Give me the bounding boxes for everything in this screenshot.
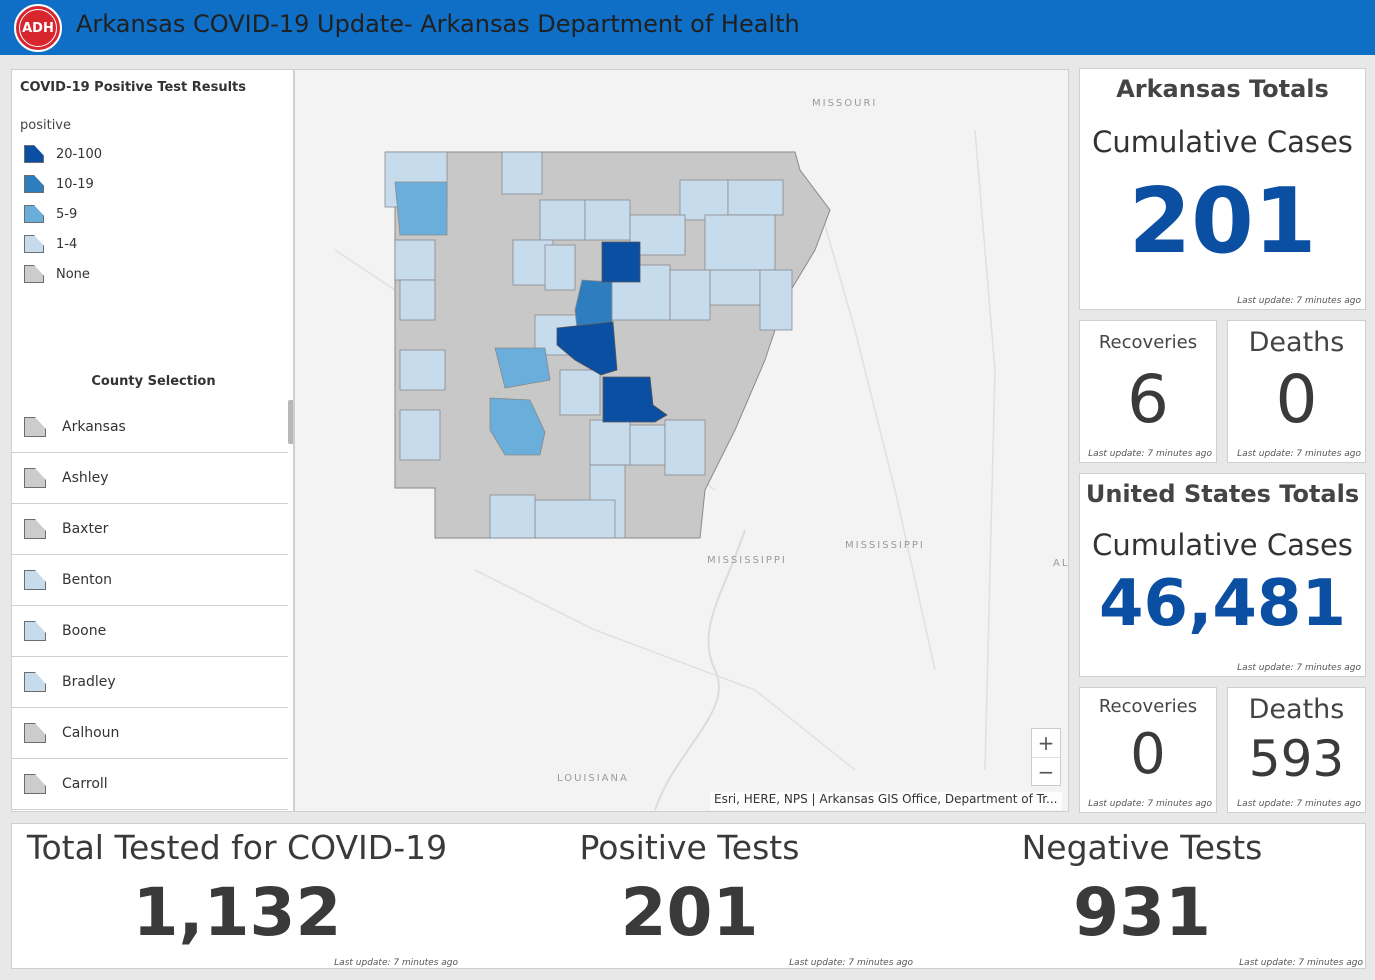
map-attribution: Esri, HERE, NPS | Arkansas GIS Office, D… xyxy=(710,792,1062,810)
legend-swatch-icon xyxy=(24,175,44,193)
county-item[interactable]: Carroll xyxy=(12,759,288,810)
county-item[interactable]: Benton xyxy=(12,555,288,606)
arkansas-cumulative-value: 201 xyxy=(1128,169,1317,274)
zoom-out-button[interactable]: − xyxy=(1032,757,1060,785)
map-label-al: AL xyxy=(1053,558,1069,569)
us-recoveries-card: Recoveries 0 Last update: 7 minutes ago xyxy=(1079,687,1217,813)
us-cumulative-value: 46,481 xyxy=(1099,567,1346,641)
legend-item-label: 20-100 xyxy=(56,146,103,162)
arkansas-deaths-label: Deaths xyxy=(1248,327,1345,358)
county-swatch-icon xyxy=(24,519,46,539)
county-name: Baxter xyxy=(62,521,109,537)
us-deaths-label: Deaths xyxy=(1248,694,1345,725)
legend-item-label: 10-19 xyxy=(56,176,94,192)
arkansas-totals-heading: Arkansas Totals xyxy=(1116,75,1329,103)
negative-tests-updated: Last update: 7 minutes ago xyxy=(1239,958,1363,968)
county-map[interactable]: MISSOURI MISSISSIPPI MISSISSIPPI LOUISIA… xyxy=(294,69,1069,812)
us-recoveries-value: 0 xyxy=(1130,722,1166,787)
legend-item: 5-9 xyxy=(24,203,77,225)
county-list: Arkansas Ashley Baxter Benton Boone Brad… xyxy=(12,402,288,810)
legend-swatch-icon xyxy=(24,145,44,163)
county-item[interactable]: Arkansas xyxy=(12,402,288,453)
legend-item: None xyxy=(24,263,90,285)
map-label-mississippi-state: MISSISSIPPI xyxy=(845,540,925,551)
arkansas-totals-card: Arkansas Totals Cumulative Cases 201 Las… xyxy=(1079,68,1366,310)
county-name: Benton xyxy=(62,572,113,588)
us-recoveries-label: Recoveries xyxy=(1098,696,1198,717)
header-bar: ADH Arkansas COVID-19 Update- Arkansas D… xyxy=(0,0,1375,55)
arkansas-recoveries-updated: Last update: 7 minutes ago xyxy=(1088,449,1212,459)
map-basemap xyxy=(334,129,996,811)
county-swatch-icon xyxy=(24,570,46,590)
us-totals-card: United States Totals Cumulative Cases 46… xyxy=(1079,473,1366,677)
arkansas-recoveries-label: Recoveries xyxy=(1098,332,1198,353)
negative-tests-widget: Negative Tests 931 Last update: 7 minute… xyxy=(917,824,1367,970)
us-cumulative-updated: Last update: 7 minutes ago xyxy=(1237,663,1361,673)
map-label-louisiana: LOUISIANA xyxy=(557,773,629,784)
positive-tests-updated: Last update: 7 minutes ago xyxy=(789,958,913,968)
legend-item-label: 1-4 xyxy=(56,236,78,252)
county-swatch-icon xyxy=(24,621,46,641)
legend-item: 1-4 xyxy=(24,233,77,255)
legend-swatch-icon xyxy=(24,205,44,223)
arkansas-deaths-value: 0 xyxy=(1275,361,1318,438)
total-tested-widget: Total Tested for COVID-19 1,132 Last upd… xyxy=(12,824,462,970)
logo-emblem: ADH xyxy=(19,9,57,47)
county-item[interactable]: Boone xyxy=(12,606,288,657)
legend-swatch-icon xyxy=(24,235,44,253)
county-selection-title: County Selection xyxy=(91,374,216,389)
arkansas-recoveries-card: Recoveries 6 Last update: 7 minutes ago xyxy=(1079,320,1217,463)
map-label-mississippi-river: MISSISSIPPI xyxy=(707,555,787,566)
county-swatch-icon xyxy=(24,468,46,488)
us-deaths-value: 593 xyxy=(1248,730,1345,788)
county-item[interactable]: Calhoun xyxy=(12,708,288,759)
county-swatch-icon xyxy=(24,723,46,743)
legend-panel: COVID-19 Positive Test Results positive … xyxy=(11,69,294,812)
county-name: Boone xyxy=(62,623,107,639)
legend-item-label: None xyxy=(56,266,90,282)
us-cumulative-caption: Cumulative Cases xyxy=(1092,528,1353,562)
us-deaths-card: Deaths 593 Last update: 7 minutes ago xyxy=(1227,687,1366,813)
positive-tests-value: 201 xyxy=(620,874,759,951)
tests-summary-panel: Total Tested for COVID-19 1,132 Last upd… xyxy=(11,823,1366,969)
county-item[interactable]: Ashley xyxy=(12,453,288,504)
county-name: Calhoun xyxy=(62,725,120,741)
county-list-scrollbar[interactable] xyxy=(288,400,293,444)
total-tested-updated: Last update: 7 minutes ago xyxy=(334,958,458,968)
legend-title: COVID-19 Positive Test Results xyxy=(20,80,246,95)
map-label-missouri: MISSOURI xyxy=(812,98,878,109)
legend-item: 10-19 xyxy=(24,173,94,195)
legend-item-label: 5-9 xyxy=(56,206,78,222)
us-totals-heading: United States Totals xyxy=(1085,480,1360,508)
zoom-in-button[interactable]: + xyxy=(1037,731,1055,755)
county-swatch-icon xyxy=(24,672,46,692)
county-item[interactable]: Bradley xyxy=(12,657,288,708)
county-swatch-icon xyxy=(24,417,46,437)
us-recoveries-updated: Last update: 7 minutes ago xyxy=(1088,799,1212,809)
county-swatch-icon xyxy=(24,774,46,794)
legend-swatch-icon xyxy=(24,265,44,283)
arkansas-cumulative-updated: Last update: 7 minutes ago xyxy=(1237,296,1361,306)
county-name: Carroll xyxy=(62,776,108,792)
arkansas-cumulative-caption: Cumulative Cases xyxy=(1092,125,1353,159)
legend-item: 20-100 xyxy=(24,143,102,165)
county-name: Arkansas xyxy=(62,419,126,435)
total-tested-label: Total Tested for COVID-19 xyxy=(26,828,448,867)
county-name: Ashley xyxy=(62,470,109,486)
adh-logo: ADH xyxy=(14,4,62,52)
legend-field-name: positive xyxy=(20,118,71,133)
arkansas-deaths-updated: Last update: 7 minutes ago xyxy=(1237,449,1361,459)
page-title: Arkansas COVID-19 Update- Arkansas Depar… xyxy=(76,10,800,38)
total-tested-value: 1,132 xyxy=(132,874,342,951)
positive-tests-widget: Positive Tests 201 Last update: 7 minute… xyxy=(462,824,917,970)
zoom-control: + − xyxy=(1031,728,1061,786)
arkansas-deaths-card: Deaths 0 Last update: 7 minutes ago xyxy=(1227,320,1366,463)
positive-tests-label: Positive Tests xyxy=(579,828,800,867)
county-name: Bradley xyxy=(62,674,116,690)
us-deaths-updated: Last update: 7 minutes ago xyxy=(1237,799,1361,809)
negative-tests-label: Negative Tests xyxy=(1021,828,1263,867)
county-item[interactable]: Baxter xyxy=(12,504,288,555)
arkansas-recoveries-value: 6 xyxy=(1127,361,1169,438)
negative-tests-value: 931 xyxy=(1073,874,1211,951)
